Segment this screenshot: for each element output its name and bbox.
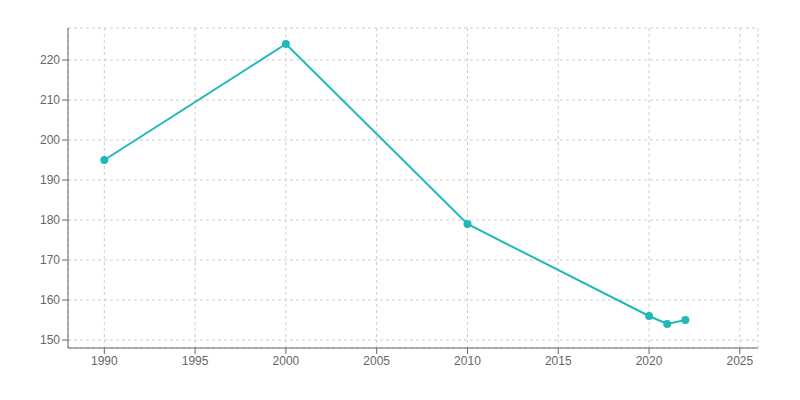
svg-text:220: 220 — [40, 53, 60, 67]
svg-text:2005: 2005 — [363, 354, 390, 368]
svg-text:190: 190 — [40, 173, 60, 187]
svg-text:180: 180 — [40, 213, 60, 227]
svg-text:200: 200 — [40, 133, 60, 147]
svg-text:210: 210 — [40, 93, 60, 107]
svg-text:2025: 2025 — [726, 354, 753, 368]
svg-text:2020: 2020 — [636, 354, 663, 368]
svg-text:1990: 1990 — [91, 354, 118, 368]
svg-text:2015: 2015 — [545, 354, 572, 368]
svg-text:2010: 2010 — [454, 354, 481, 368]
svg-text:2000: 2000 — [273, 354, 300, 368]
svg-text:1995: 1995 — [182, 354, 209, 368]
svg-text:150: 150 — [40, 333, 60, 347]
svg-text:170: 170 — [40, 253, 60, 267]
svg-text:160: 160 — [40, 293, 60, 307]
